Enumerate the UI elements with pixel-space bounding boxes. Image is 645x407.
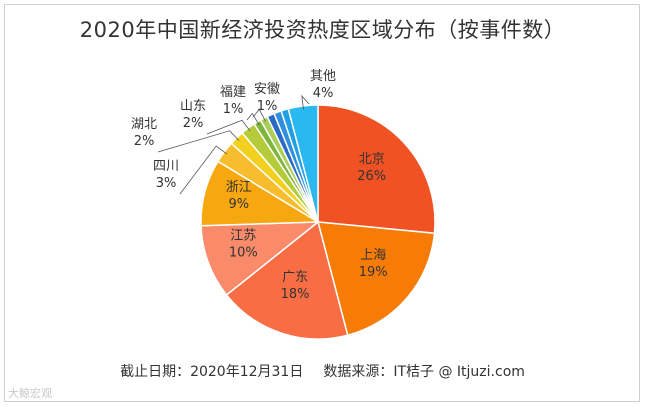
slice-label-3: 江苏 [230,228,256,244]
slice-3 [200,221,321,297]
chart-title: 2020年中国新经济投资热度区域分布（按事件数） [79,18,566,42]
slice-value-label-4: 9% [228,197,249,212]
slice-label-0: 北京 [359,152,385,167]
slice-0 [317,104,436,235]
slice-value-label-2: 18% [281,287,310,302]
slice-2 [225,220,349,340]
slice-label-5: 四川 [153,159,179,174]
slice-value-label-9: 1% [257,99,278,114]
slice-label-4: 浙江 [226,180,252,195]
footer-date: 截止日期：2020年12月31日 [120,364,304,380]
leader-line-9 [252,108,266,122]
leader-line-7 [206,119,251,135]
slice-value-label-5: 3% [156,176,177,191]
watermark-logo: 大鲸宏观 [8,387,52,400]
leader-line-13 [301,94,310,110]
slice-label-13: 其他 [310,69,336,84]
slice-value-label-1: 19% [359,265,388,280]
slice-label-2: 广东 [282,270,308,285]
slice-value-label-13: 4% [313,86,334,101]
slice-label-9: 安徽 [254,82,280,97]
slice-label-1: 上海 [360,248,386,263]
slice-label-6: 湖北 [131,117,157,132]
footer-source: 数据来源：IT桔子 @ Itjuzi.com [323,364,525,380]
leader-line-8 [246,112,260,126]
slice-value-label-8: 1% [223,102,244,117]
leader-line-6 [157,130,240,153]
chart-footer: 截止日期：2020年12月31日 数据来源：IT桔子 @ Itjuzi.com [0,361,645,381]
slice-1 [317,221,436,337]
leader-line-5 [179,145,228,195]
slice-label-7: 山东 [180,99,206,114]
slice-label-8: 福建 [220,85,246,100]
slice-value-label-0: 26% [357,169,386,184]
slice-value-label-6: 2% [134,134,155,149]
slice-value-label-7: 2% [183,116,204,131]
slice-value-label-3: 10% [229,246,258,261]
